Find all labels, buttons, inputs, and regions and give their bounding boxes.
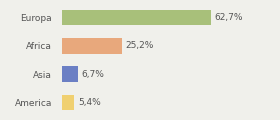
- Bar: [62, 10, 211, 25]
- Bar: [62, 66, 78, 82]
- Text: 6,7%: 6,7%: [81, 70, 104, 79]
- Bar: [62, 95, 74, 110]
- Text: 5,4%: 5,4%: [78, 98, 101, 107]
- Text: 25,2%: 25,2%: [125, 41, 154, 50]
- Bar: [62, 38, 122, 54]
- Text: 62,7%: 62,7%: [215, 13, 243, 22]
